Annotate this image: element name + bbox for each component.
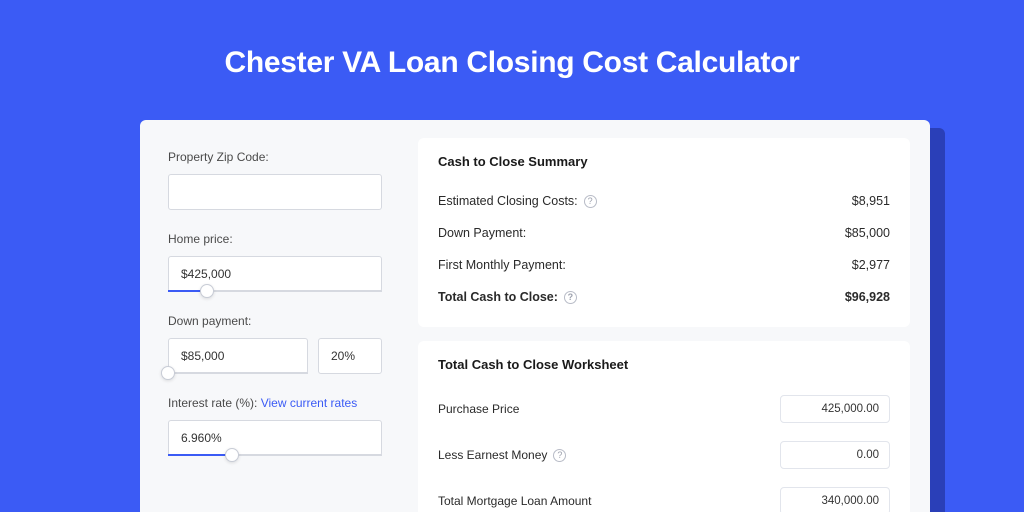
summary-row-total: Total Cash to Close: ? $96,928 [438, 281, 890, 313]
summary-row-closing-costs: Estimated Closing Costs: ? $8,951 [438, 185, 890, 217]
worksheet-row-label: Purchase Price [438, 402, 519, 416]
worksheet-title: Total Cash to Close Worksheet [438, 357, 890, 372]
interest-slider-fill [168, 454, 232, 456]
down-payment-slider-thumb[interactable] [161, 366, 175, 380]
down-payment-input-row [168, 338, 382, 374]
summary-row-label: Estimated Closing Costs: [438, 194, 578, 208]
right-panel: Cash to Close Summary Estimated Closing … [400, 120, 930, 512]
down-payment-field-group: Down payment: [168, 314, 382, 374]
calculator-card: Property Zip Code: Home price: Down paym… [140, 120, 930, 512]
home-price-slider-thumb[interactable] [200, 284, 214, 298]
summary-row-value: $8,951 [852, 194, 890, 208]
summary-title: Cash to Close Summary [438, 154, 890, 169]
worksheet-row-mortgage-amount: Total Mortgage Loan Amount [438, 478, 890, 512]
interest-label-row: Interest rate (%): View current rates [168, 396, 382, 410]
zip-field-group: Property Zip Code: [168, 150, 382, 210]
worksheet-row-earnest-money: Less Earnest Money ? [438, 432, 890, 478]
zip-input[interactable] [168, 174, 382, 210]
down-payment-label: Down payment: [168, 314, 382, 328]
summary-row-value: $2,977 [852, 258, 890, 272]
zip-label: Property Zip Code: [168, 150, 382, 164]
interest-label: Interest rate (%): [168, 396, 257, 410]
worksheet-row-purchase-price: Purchase Price [438, 386, 890, 432]
summary-total-value: $96,928 [845, 290, 890, 304]
page-title: Chester VA Loan Closing Cost Calculator [0, 0, 1024, 80]
worksheet-row-label: Less Earnest Money [438, 448, 547, 462]
worksheet-row-label: Total Mortgage Loan Amount [438, 494, 591, 508]
interest-input[interactable] [168, 420, 382, 456]
view-rates-link[interactable]: View current rates [261, 396, 358, 410]
interest-field-group: Interest rate (%): View current rates [168, 396, 382, 456]
down-payment-input[interactable] [168, 338, 308, 374]
summary-row-label: First Monthly Payment: [438, 258, 566, 272]
summary-total-label: Total Cash to Close: [438, 290, 558, 304]
down-payment-slider[interactable] [168, 372, 308, 374]
summary-row-first-payment: First Monthly Payment: $2,977 [438, 249, 890, 281]
help-icon[interactable]: ? [553, 449, 566, 462]
interest-slider[interactable] [168, 454, 382, 456]
summary-row-value: $85,000 [845, 226, 890, 240]
worksheet-block: Total Cash to Close Worksheet Purchase P… [418, 341, 910, 512]
down-payment-pct-input[interactable] [318, 338, 382, 374]
worksheet-purchase-price-input[interactable] [780, 395, 890, 423]
summary-row-label: Down Payment: [438, 226, 526, 240]
summary-row-down-payment: Down Payment: $85,000 [438, 217, 890, 249]
worksheet-earnest-money-input[interactable] [780, 441, 890, 469]
help-icon[interactable]: ? [564, 291, 577, 304]
summary-block: Cash to Close Summary Estimated Closing … [418, 138, 910, 327]
home-price-slider[interactable] [168, 290, 382, 292]
help-icon[interactable]: ? [584, 195, 597, 208]
interest-slider-thumb[interactable] [225, 448, 239, 462]
left-panel: Property Zip Code: Home price: Down paym… [140, 120, 400, 512]
worksheet-mortgage-amount-input[interactable] [780, 487, 890, 512]
home-price-label: Home price: [168, 232, 382, 246]
home-price-field-group: Home price: [168, 232, 382, 292]
